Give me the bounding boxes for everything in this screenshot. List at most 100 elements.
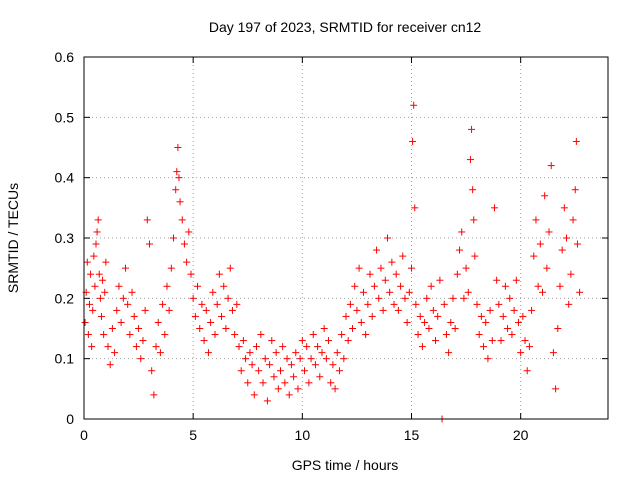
data-point [510, 306, 518, 314]
data-point [94, 216, 102, 224]
data-point [152, 343, 160, 351]
data-point [397, 282, 405, 290]
data-point [379, 306, 387, 314]
data-point [353, 306, 361, 314]
x-tick-labels: 0 5 10 15 20 [80, 427, 529, 443]
data-point [296, 355, 304, 363]
data-point [331, 385, 339, 393]
data-point [83, 258, 91, 266]
data-point [204, 349, 212, 357]
data-point [257, 331, 265, 339]
data-point [325, 337, 333, 345]
data-point [480, 343, 488, 351]
data-point [504, 325, 512, 332]
data-point [305, 379, 313, 387]
data-point [532, 216, 540, 224]
x-tick-label: 10 [295, 427, 311, 443]
data-point [329, 361, 337, 369]
data-point [137, 355, 145, 363]
data-point [418, 343, 426, 351]
data-point [298, 337, 306, 345]
y-tick-label: 0.5 [55, 109, 75, 125]
data-point [228, 306, 236, 314]
y-axis-title: SRMTID / TECUs [5, 183, 21, 293]
data-point [87, 270, 95, 278]
data-point [277, 367, 284, 375]
data-point [536, 240, 544, 248]
data-point [311, 361, 319, 369]
data-point [490, 204, 498, 212]
data-point [100, 331, 108, 339]
data-point [440, 300, 448, 308]
data-point [410, 101, 418, 109]
data-point [521, 337, 529, 345]
data-point [135, 325, 143, 332]
data-point [106, 361, 114, 369]
data-point [475, 331, 483, 339]
data-point [89, 306, 97, 314]
data-point [534, 282, 542, 290]
data-point [266, 361, 274, 369]
data-point [242, 355, 250, 363]
data-point [370, 282, 378, 290]
data-point [355, 264, 363, 272]
data-point [541, 192, 549, 200]
data-point [263, 397, 271, 405]
data-point [565, 300, 573, 308]
y-tick-label: 0.3 [55, 230, 75, 246]
data-point [488, 337, 496, 345]
data-point [560, 204, 568, 212]
data-point [364, 300, 372, 308]
data-point [316, 373, 324, 381]
axis-ticks [83, 56, 608, 420]
data-point [126, 331, 134, 339]
data-point [213, 300, 221, 308]
data-point [442, 331, 450, 339]
data-point [115, 282, 123, 290]
data-point [403, 318, 411, 326]
data-point [81, 318, 89, 326]
data-point [414, 331, 422, 339]
data-point [113, 306, 121, 314]
data-point [464, 288, 472, 296]
data-point [470, 216, 478, 224]
data-point [218, 312, 226, 320]
data-point [255, 367, 263, 375]
data-point [183, 258, 191, 266]
data-point [285, 391, 293, 399]
data-point [462, 264, 470, 272]
data-point [556, 282, 564, 290]
data-point [248, 361, 256, 369]
data-point [194, 282, 202, 290]
x-tick-label: 15 [404, 427, 420, 443]
data-point [381, 276, 389, 284]
data-point [499, 312, 507, 320]
data-point [165, 306, 173, 314]
data-point [429, 306, 437, 314]
data-point [196, 325, 204, 332]
data-point [473, 300, 481, 308]
data-point [388, 258, 396, 266]
data-point [525, 343, 533, 351]
data-point [563, 234, 571, 242]
x-axis-title: GPS time / hours [292, 457, 399, 473]
data-point [554, 325, 562, 332]
data-point [514, 318, 522, 326]
data-point [573, 240, 581, 248]
data-point [235, 343, 243, 351]
data-point [466, 156, 474, 164]
data-point [495, 300, 503, 308]
data-point [90, 252, 98, 260]
data-point [314, 343, 322, 351]
data-point [523, 367, 531, 375]
data-point [124, 300, 132, 308]
data-point [471, 252, 479, 260]
data-point [96, 294, 104, 302]
data-point [434, 312, 442, 320]
data-point [486, 306, 494, 314]
data-point [425, 325, 433, 332]
data-point [333, 349, 341, 357]
data-point [344, 337, 352, 345]
data-point [549, 349, 557, 357]
data-point [318, 349, 326, 357]
